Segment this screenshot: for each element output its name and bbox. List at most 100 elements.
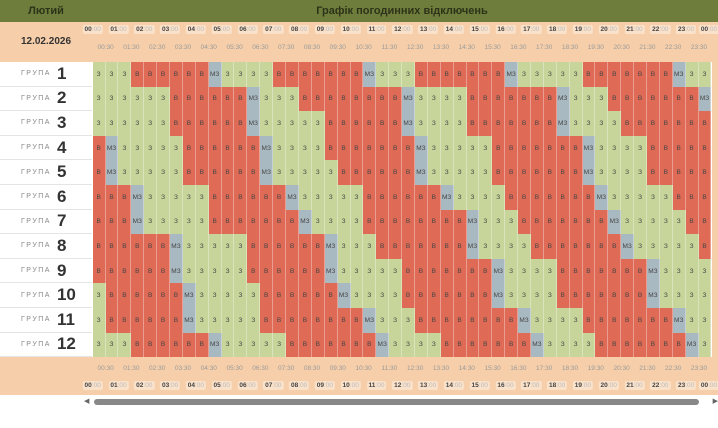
power-on-cell: З: [221, 283, 235, 308]
power-on-cell: З: [298, 184, 312, 210]
power-on-cell: З: [427, 111, 441, 136]
power-on-cell: З: [260, 62, 274, 87]
possible-outage-cell: МЗ: [582, 160, 596, 185]
power-on-cell: З: [685, 258, 699, 284]
power-on-cell: З: [530, 258, 544, 284]
hour-label: 12:00: [392, 381, 413, 390]
power-on-cell: З: [195, 209, 209, 235]
power-off-cell: В: [286, 283, 299, 308]
power-off-cell: В: [582, 62, 596, 87]
power-on-cell: З: [634, 184, 647, 210]
group-row-label: ГРУПА 9: [0, 258, 92, 284]
power-off-cell: В: [221, 209, 235, 235]
power-off-cell: В: [324, 86, 338, 112]
half-hour-label: 05:30: [226, 44, 243, 51]
power-on-cell: З: [569, 111, 583, 136]
power-off-cell: В: [698, 160, 712, 185]
power-off-cell: В: [376, 234, 390, 259]
power-off-cell: В: [569, 234, 583, 259]
power-on-cell: З: [621, 184, 635, 210]
hour-suffix: :00: [194, 382, 205, 389]
hour-suffix: :00: [220, 382, 230, 389]
horizontal-scrollbar[interactable]: ◀ ▶: [84, 397, 718, 407]
power-on-cell: З: [182, 234, 196, 259]
power-off-cell: В: [440, 258, 454, 284]
scroll-right-icon[interactable]: ▶: [712, 398, 718, 405]
power-on-cell: З: [518, 283, 531, 308]
power-off-cell: В: [595, 62, 609, 87]
hour-suffix: :00: [633, 26, 643, 33]
hour-suffix: :00: [91, 26, 101, 33]
possible-outage-cell: МЗ: [505, 62, 519, 87]
power-on-cell: З: [337, 184, 351, 210]
hour-suffix: :00: [530, 26, 540, 33]
power-off-cell: В: [144, 258, 158, 284]
power-off-cell: В: [505, 307, 519, 333]
half-hour-label: 06:30: [252, 365, 269, 372]
power-off-cell: В: [350, 160, 364, 185]
power-on-cell: З: [595, 160, 609, 185]
power-off-cell: В: [646, 332, 660, 358]
power-on-cell: З: [92, 86, 106, 112]
power-on-cell: З: [105, 62, 119, 87]
power-on-cell: З: [92, 307, 106, 333]
power-on-cell: З: [646, 209, 660, 235]
power-off-cell: В: [118, 307, 132, 333]
hour-label: 10:00: [340, 381, 361, 390]
power-on-cell: З: [337, 234, 351, 259]
page-title: Графік погодинних відключень: [316, 5, 488, 17]
half-hour-label: 15:30: [484, 365, 501, 372]
power-on-cell: З: [208, 307, 222, 333]
power-off-cell: В: [247, 258, 261, 284]
half-hour-label: 11:30: [381, 365, 398, 372]
power-on-cell: З: [144, 135, 158, 161]
power-off-cell: В: [595, 209, 609, 235]
group-word: ГРУПА: [21, 94, 51, 102]
power-on-cell: З: [118, 62, 132, 87]
hour-number: 12: [394, 382, 402, 389]
power-off-cell: В: [273, 234, 287, 259]
power-off-cell: В: [182, 160, 196, 185]
power-off-cell: В: [569, 184, 583, 210]
possible-outage-cell: МЗ: [363, 62, 377, 87]
power-on-cell: З: [556, 307, 570, 333]
power-off-cell: В: [273, 209, 287, 235]
scrollbar-thumb[interactable]: [94, 399, 699, 405]
possible-outage-cell: МЗ: [208, 332, 222, 358]
power-off-cell: В: [118, 283, 132, 308]
power-off-cell: В: [144, 307, 158, 333]
group-row-label: ГРУПА 3: [0, 111, 92, 136]
hour-number: 23: [677, 382, 686, 389]
hour-suffix: :00: [708, 382, 718, 389]
power-off-cell: В: [672, 160, 686, 185]
power-on-cell: З: [685, 283, 699, 308]
group-number: 4: [56, 137, 67, 157]
power-off-cell: В: [414, 307, 428, 333]
hour-label: 10:00: [340, 25, 361, 34]
power-on-cell: З: [144, 184, 158, 210]
hour-suffix: :00: [349, 382, 359, 389]
power-off-cell: В: [608, 307, 622, 333]
power-off-cell: В: [466, 283, 480, 308]
power-on-cell: З: [286, 160, 299, 185]
power-off-cell: В: [389, 234, 403, 259]
power-off-cell: В: [170, 283, 183, 308]
hour-suffix: :00: [375, 382, 385, 389]
hour-label: 04:00: [185, 25, 207, 34]
hour-label: 17:00: [521, 381, 542, 390]
power-off-cell: В: [582, 209, 596, 235]
hour-label: 09:00: [314, 381, 336, 390]
power-off-cell: В: [234, 184, 248, 210]
power-off-cell: В: [92, 135, 106, 161]
hour-number: 13: [419, 382, 428, 389]
power-off-cell: В: [698, 209, 712, 235]
power-off-cell: В: [518, 184, 531, 210]
power-off-cell: В: [543, 135, 557, 161]
scroll-left-icon[interactable]: ◀: [84, 398, 90, 405]
power-off-cell: В: [685, 111, 699, 136]
power-off-cell: В: [646, 307, 660, 333]
power-off-cell: В: [492, 332, 506, 358]
power-off-cell: В: [646, 62, 660, 87]
power-off-cell: В: [556, 135, 570, 161]
hour-number: 01: [110, 26, 118, 33]
